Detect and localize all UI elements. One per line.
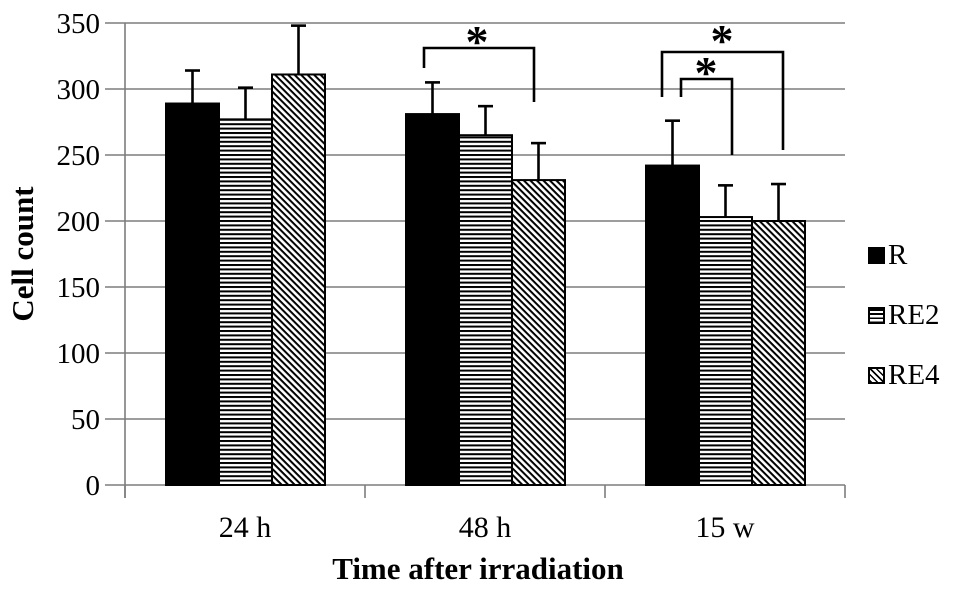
legend-item-RE2: RE2 [868, 301, 940, 330]
bar-r-48-h [405, 113, 460, 487]
y-tick-label-150: 150 [57, 272, 101, 304]
legend-swatch-hstripes-icon [868, 307, 885, 324]
legend-label-R: R [888, 239, 908, 271]
significance-layer: * ** [422, 15, 785, 155]
bar-re2-15-w [698, 216, 753, 486]
significance-bracket-1 [422, 46, 536, 102]
bar-re2-24-h [218, 118, 273, 487]
y-axis-title: Cell count [5, 186, 40, 322]
x-axis-title: Time after irradiation [332, 551, 624, 586]
legend-swatch-solid-icon [868, 247, 885, 264]
legend-item-R: R [868, 241, 907, 270]
legend-item-RE4: RE4 [868, 361, 940, 390]
bar-re2-48-h [458, 134, 513, 486]
x-category-label-48-h: 48 h [459, 511, 512, 544]
bar-re4-24-h [271, 73, 326, 486]
y-tick-label-50: 50 [71, 404, 100, 436]
bar-re4-15-w [751, 220, 806, 486]
significance-bracket-2 [660, 50, 785, 150]
y-tick-label-250: 250 [57, 140, 101, 172]
significance-asterisk-2: * [711, 15, 734, 66]
y-tick-label-200: 200 [57, 206, 101, 238]
bar-re4-48-h [511, 179, 566, 487]
significance-bracket-3 [679, 77, 734, 155]
x-category-label-15-w: 15 w [695, 511, 755, 544]
bar-r-24-h [165, 102, 220, 487]
y-tick-label-100: 100 [57, 338, 101, 370]
y-tick-label-300: 300 [57, 74, 101, 106]
axis-label-layer: 0 50 100 150 200 250 300 350 24 h 48 h 15 w [57, 8, 755, 544]
legend-label-RE2: RE2 [888, 299, 940, 331]
legend-swatch-dstripes-icon [868, 367, 885, 384]
significance-asterisk-1: * [466, 16, 489, 67]
bar-r-15-w [645, 164, 700, 486]
significance-asterisk-3: * [695, 47, 718, 98]
x-category-label-24-h: 24 h [219, 511, 272, 544]
y-tick-label-0: 0 [86, 470, 101, 502]
legend-label-RE4: RE4 [888, 359, 940, 391]
bar-layer [165, 24, 806, 487]
y-tick-label-350: 350 [57, 8, 101, 40]
